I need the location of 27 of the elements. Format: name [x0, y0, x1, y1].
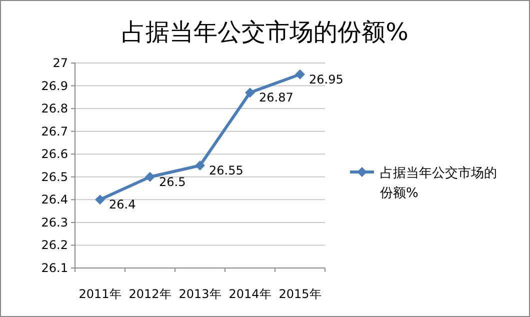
x-tick-label: 2014年: [228, 287, 272, 301]
point: [295, 69, 305, 80]
y-tick-label: 26.6: [41, 147, 68, 162]
x-tick-label: 2011年: [78, 287, 122, 301]
data-label: 26.55: [209, 164, 244, 178]
y-tick-label: 26.5: [41, 170, 68, 184]
y-tick-label: 26.3: [41, 215, 68, 230]
point: [95, 194, 105, 205]
y-tick-label: 27: [52, 56, 68, 70]
x-tick-label: 2015年: [278, 287, 322, 301]
point: [145, 172, 155, 182]
data-label: 26.87: [259, 90, 294, 105]
data-label: 26.95: [309, 72, 344, 86]
y-tick-label: 26.2: [41, 238, 68, 252]
data-label: 26.4: [109, 198, 136, 212]
x-tick-label: 2013年: [178, 287, 222, 301]
legend-label: 占据当年公交市场的份额%: [380, 165, 497, 201]
y-tick-label: 26.8: [41, 102, 68, 116]
point: [245, 88, 255, 98]
point: [195, 160, 205, 170]
chart-title: 占据当年公交市场的份额%: [122, 18, 408, 46]
data-label: 26.5: [159, 174, 186, 189]
y-tick-label: 26.4: [41, 192, 68, 207]
y-tick-label: 26.7: [41, 124, 68, 138]
y-tick-label: 26.9: [41, 78, 68, 93]
y-tick-label: 26.1: [41, 261, 68, 275]
x-tick-label: 2012年: [128, 287, 172, 301]
